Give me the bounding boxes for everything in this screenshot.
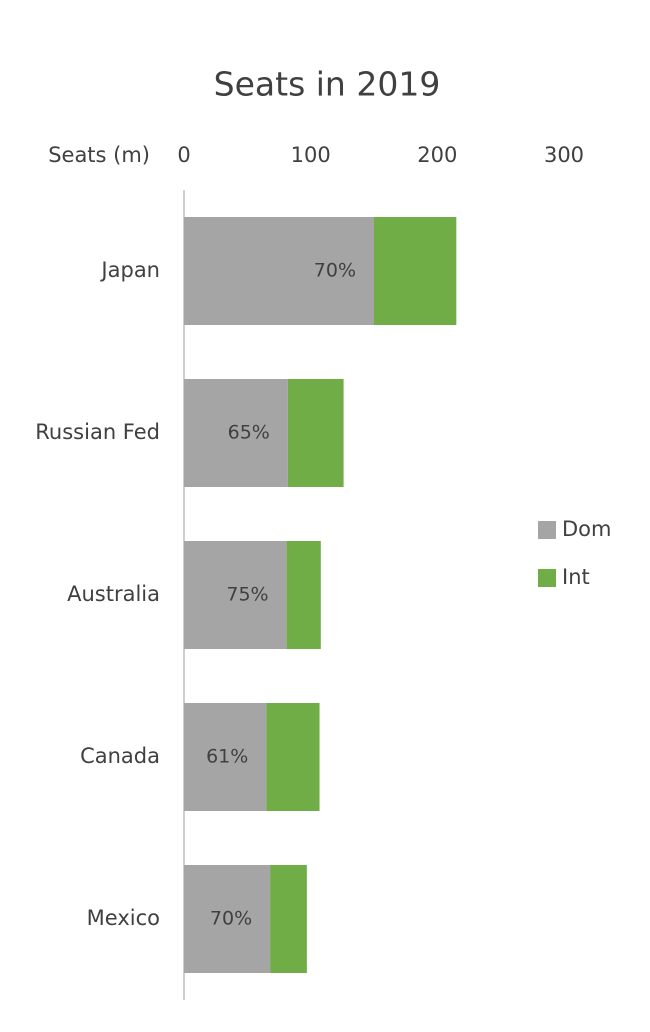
legend-label: Dom bbox=[562, 517, 611, 541]
share-label: 70% bbox=[210, 908, 252, 930]
axis-label: Seats (m) bbox=[48, 143, 150, 167]
y-tick-label: Canada bbox=[80, 744, 160, 768]
bar-segment bbox=[266, 703, 320, 811]
bar-segment bbox=[184, 865, 271, 973]
bar-segment bbox=[374, 217, 457, 325]
legend-swatch bbox=[538, 569, 556, 587]
share-label: 61% bbox=[206, 746, 248, 768]
share-label: 70% bbox=[314, 260, 356, 282]
y-tick-label: Russian Fed bbox=[35, 420, 160, 444]
bar-segment bbox=[286, 541, 321, 649]
x-tick-label: 200 bbox=[417, 143, 457, 167]
bar-segment bbox=[184, 703, 267, 811]
bar-segment bbox=[184, 541, 287, 649]
legend-label: Int bbox=[562, 565, 590, 589]
x-tick-label: 0 bbox=[177, 143, 190, 167]
chart-title: Seats in 2019 bbox=[214, 65, 441, 104]
bar-segment bbox=[184, 217, 374, 325]
bar-segment bbox=[287, 379, 344, 487]
bar-segment bbox=[270, 865, 307, 973]
bar-segment bbox=[184, 379, 288, 487]
share-label: 75% bbox=[226, 584, 268, 606]
legend-swatch bbox=[538, 521, 556, 539]
y-tick-label: Japan bbox=[99, 258, 160, 282]
x-tick-label: 100 bbox=[291, 143, 331, 167]
y-tick-label: Mexico bbox=[87, 906, 160, 930]
x-tick-label: 300 bbox=[544, 143, 584, 167]
y-tick-label: Australia bbox=[67, 582, 160, 606]
share-label: 65% bbox=[228, 422, 270, 444]
